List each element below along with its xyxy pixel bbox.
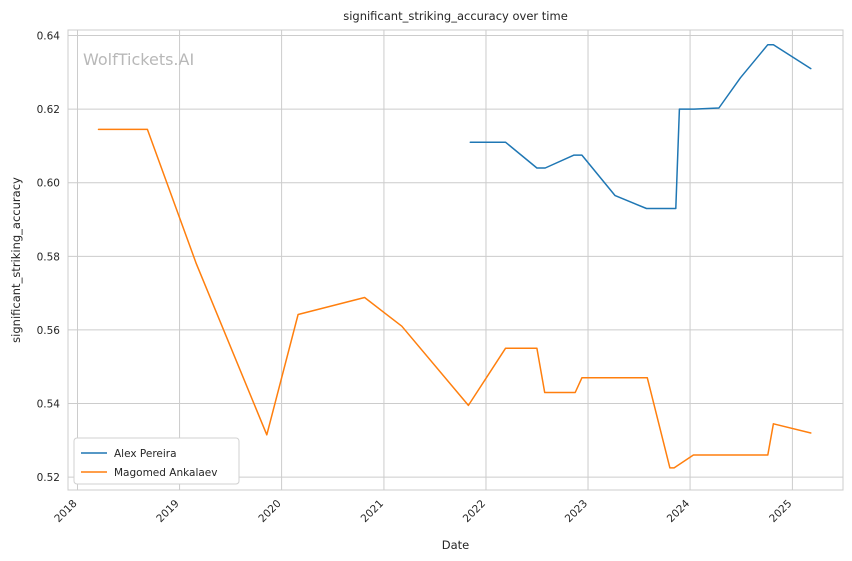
legend: Alex Pereira Magomed Ankalaev: [73, 437, 240, 485]
x-tick-label: 2023: [563, 498, 590, 525]
x-tick-label: 2018: [52, 498, 79, 525]
series-line-0: [469, 43, 812, 210]
x-axis-label: Date: [442, 538, 470, 552]
legend-label-0: Alex Pereira: [114, 448, 177, 460]
x-tick-label: 2020: [256, 498, 283, 525]
watermark: WolfTickets.AI: [83, 50, 194, 69]
y-tick-label: 0.54: [37, 399, 61, 411]
grid-layer: [68, 30, 843, 490]
plot-area-frame: [67, 29, 844, 491]
x-tick-label: 2024: [665, 497, 693, 525]
y-tick-label: 0.56: [37, 325, 61, 337]
x-tick-label: 2019: [154, 498, 181, 525]
x-tick-label: 2025: [767, 498, 794, 525]
chart-title: significant_striking_accuracy over time: [343, 9, 568, 23]
y-tick-label: 0.64: [37, 31, 61, 43]
y-tick-label: 0.60: [37, 178, 60, 190]
y-tick-label: 0.58: [37, 251, 60, 263]
x-tick-label: 2021: [359, 498, 386, 525]
legend-label-1: Magomed Ankalaev: [114, 467, 217, 479]
y-axis-label: significant_striking_accuracy: [9, 177, 23, 343]
y-tick-label: 0.52: [37, 472, 60, 484]
y-tick-label: 0.62: [37, 104, 60, 116]
series-layer: [97, 43, 812, 469]
series-line-1: [97, 128, 812, 469]
legend-box: [73, 437, 240, 485]
x-tick-label: 2022: [461, 498, 488, 525]
